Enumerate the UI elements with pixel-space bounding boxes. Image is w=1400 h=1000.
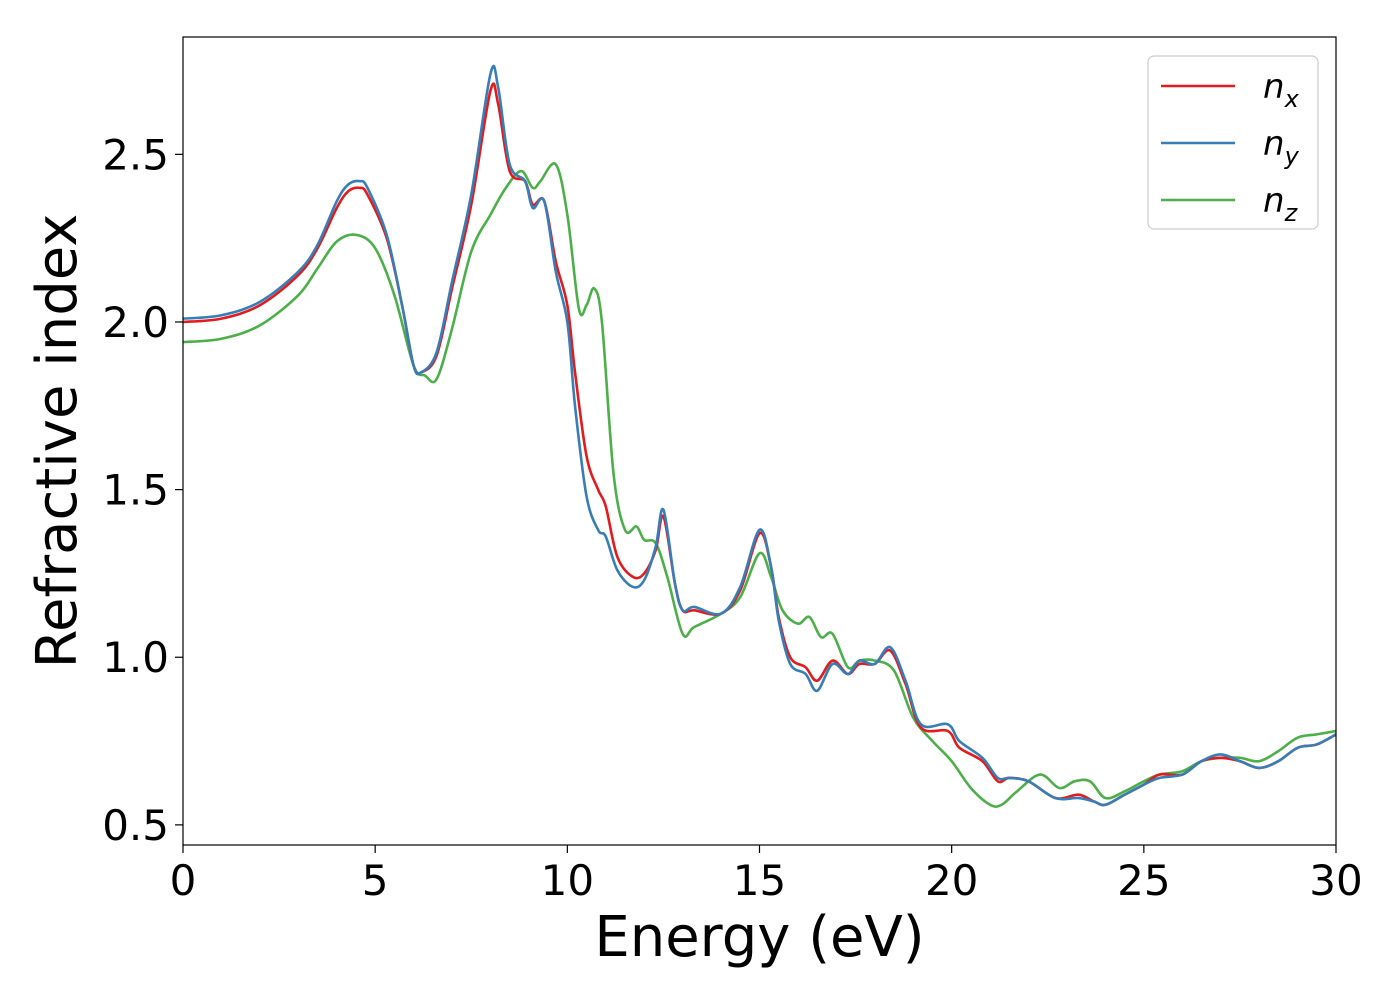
legend-label-ny: ny	[1263, 124, 1300, 170]
y-tick-label: 2.5	[102, 130, 169, 179]
x-tick-label: 20	[925, 856, 978, 905]
y-axis-label: Refractive index	[25, 214, 90, 669]
series-line-nz	[183, 162, 1336, 808]
series-layer	[183, 64, 1336, 808]
x-tick-label: 15	[733, 856, 786, 905]
plot-area	[182, 36, 1337, 846]
x-tick-label: 5	[362, 856, 389, 905]
series-line-ny	[183, 64, 1336, 807]
y-axis-ticks: 0.5 1.0 1.5 2.0 2.5	[102, 130, 183, 850]
x-tick-label: 25	[1117, 856, 1170, 905]
x-axis-ticks: 0 5 10 15 20 25 30	[170, 845, 1363, 905]
y-tick-label: 1.0	[102, 633, 169, 682]
x-tick-label: 30	[1309, 856, 1362, 905]
x-axis-label: Energy (eV)	[594, 905, 924, 970]
y-tick-label: 1.5	[102, 466, 169, 515]
y-tick-label: 2.0	[102, 298, 169, 347]
legend-label-nx: nx	[1263, 67, 1300, 113]
x-tick-label: 10	[541, 856, 594, 905]
x-tick-label: 0	[170, 856, 197, 905]
y-tick-label: 0.5	[102, 801, 169, 850]
